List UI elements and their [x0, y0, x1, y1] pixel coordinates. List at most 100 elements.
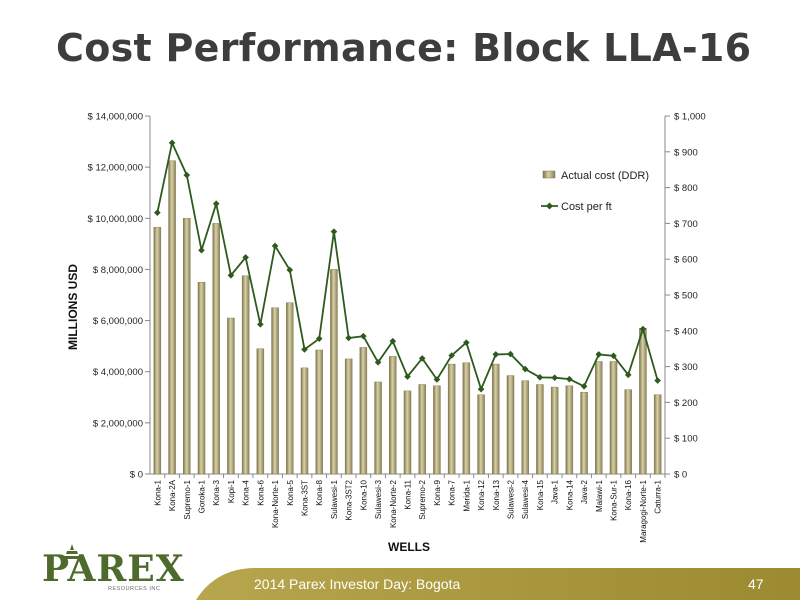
bar [227, 317, 235, 475]
y-tick-label-right: $ 300 [674, 362, 698, 373]
legend: Actual cost (DDR) Cost per ft [541, 170, 649, 213]
y-tick-label-right: $ 400 [674, 326, 698, 337]
bar [168, 160, 176, 475]
cost-per-ft-point [624, 371, 632, 379]
x-tick-label: Kona-4 [242, 479, 251, 505]
cost-per-ft-point [360, 332, 367, 340]
parex-derrick-icon [63, 544, 81, 559]
bar [418, 384, 426, 475]
x-tick-label: Kopi-1 [227, 479, 236, 503]
bar [550, 386, 559, 475]
y-tick-label-right: $ 700 [674, 219, 698, 230]
y-tick-label-left: $ 4,000,000 [93, 367, 143, 378]
bar [506, 375, 515, 475]
x-axis-label: WELLS [388, 540, 430, 554]
x-tick-label: Kona-Norte-2 [389, 479, 398, 528]
bars-layer [153, 160, 662, 475]
page-number: 47 [748, 576, 764, 592]
x-tick-label: Kona-3ST [301, 480, 310, 516]
bar [315, 349, 323, 475]
cost-per-ft-point [580, 382, 588, 390]
x-tick-label: Kona-Norte-1 [271, 479, 280, 528]
bar [580, 391, 588, 475]
bar [653, 394, 662, 475]
y-tick-label-right: $ 0 [674, 470, 687, 481]
x-tick-label: Caturra-1 [654, 479, 663, 513]
footer-band [196, 568, 800, 600]
y-tick-label-right: $ 900 [674, 147, 698, 158]
x-tick-label: Java-2 [580, 479, 589, 504]
y-tick-label-right: $ 800 [674, 183, 698, 194]
footer-text: 2014 Parex Investor Day: Bogota [254, 576, 461, 592]
legend-line-marker [546, 202, 553, 210]
cost-per-ft-point [654, 377, 661, 384]
y-tick-label-left: $ 8,000,000 [93, 265, 143, 276]
x-tick-label: Kona-7 [448, 479, 457, 505]
cost-per-ft-point [433, 376, 441, 383]
x-tick-label: Kona-6 [256, 479, 265, 505]
cost-per-ft-point [198, 246, 205, 254]
y-tick-label-right: $ 500 [674, 291, 698, 302]
x-tick-label: Kona-15 [536, 479, 545, 510]
parex-logo-subtext: RESOURCES INC [108, 586, 161, 592]
bar [344, 358, 353, 475]
y-tick-label-left: $ 2,000,000 [93, 418, 143, 429]
bar [624, 389, 632, 475]
y-tick-label-left: $ 10,000,000 [88, 214, 143, 225]
bar [447, 363, 456, 475]
y-axis-label: MILLIONS USD [66, 264, 80, 350]
bar [403, 390, 412, 475]
y-tick-label-right: $ 200 [674, 398, 698, 409]
cost-per-ft-point [183, 171, 191, 179]
y-tick-label-left: $ 0 [130, 470, 143, 481]
x-tick-label: Malawi-1 [595, 479, 604, 512]
bar [330, 269, 338, 475]
cost-per-ft-point [154, 209, 161, 216]
cost-per-ft-point [404, 373, 411, 380]
bar [374, 381, 382, 475]
bar [639, 328, 647, 475]
cost-per-ft-point [301, 346, 308, 353]
bar [521, 380, 529, 475]
bar [197, 282, 206, 475]
cost-per-ft-point [639, 325, 647, 333]
cost-per-ft-point [536, 374, 544, 381]
bar [609, 361, 618, 475]
bar [462, 362, 471, 475]
bar [433, 385, 441, 475]
line-layer [154, 139, 661, 393]
x-tick-label: Kona-16 [624, 479, 633, 510]
x-tick-label: Kona-Sur-1 [610, 479, 619, 520]
bar [492, 363, 500, 475]
x-tick-label: Kona-12 [477, 479, 486, 510]
cost-per-ft-point [212, 200, 220, 208]
cost-per-ft-point [345, 334, 352, 342]
x-tick-label: Merida-1 [462, 479, 471, 511]
bar [536, 384, 544, 475]
x-tick-label: Sulawesi-1 [330, 479, 339, 519]
cost-per-ft-point [286, 266, 294, 274]
cost-per-ft-point [507, 350, 514, 358]
cost-per-ft-point [242, 254, 249, 261]
bar [256, 348, 265, 475]
y-tick-label-left: $ 14,000,000 [88, 112, 143, 123]
x-tick-label: Goroka-1 [198, 479, 207, 513]
x-tick-label: Java-1 [551, 479, 560, 504]
bar [389, 356, 397, 475]
cost-per-ft-point [374, 359, 382, 366]
x-tick-label: Kona-5 [286, 479, 295, 505]
x-tick-label: Kona-3ST2 [345, 479, 354, 520]
cost-per-ft-point [271, 242, 279, 250]
bar [212, 223, 220, 475]
cost-per-ft-point [227, 272, 235, 279]
bar [565, 385, 574, 475]
cost-per-ft-point [566, 375, 573, 383]
axes-layer: $ 0 $ 2,000,000 $ 4,000,000 $ 6,000,000 $ 8,… [88, 112, 706, 481]
x-tick-label: Kona-11 [404, 479, 413, 509]
cost-per-ft-point [389, 337, 397, 345]
cost-per-ft-point [448, 352, 455, 359]
x-tick-label: Sulawesi-2 [507, 479, 516, 519]
legend-line-label: Cost per ft [561, 201, 612, 213]
y-tick-label-right: $ 100 [674, 434, 698, 445]
